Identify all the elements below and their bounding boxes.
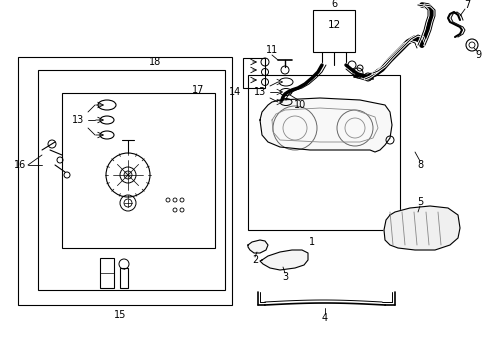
Circle shape	[124, 171, 132, 179]
Text: 5: 5	[416, 197, 422, 207]
Text: 9: 9	[474, 50, 480, 60]
Bar	[243, 58, 264, 88]
Text: 13: 13	[72, 115, 84, 125]
Text: 12: 12	[326, 20, 340, 30]
Text: 15: 15	[114, 310, 126, 320]
Text: 10: 10	[293, 100, 305, 110]
Text: 16: 16	[14, 160, 26, 170]
Text: 11: 11	[265, 45, 278, 55]
Text: 14: 14	[228, 87, 241, 97]
Polygon shape	[260, 250, 307, 270]
Bar	[120, 268, 128, 288]
Bar	[100, 258, 114, 288]
Text: 8: 8	[416, 160, 422, 170]
Text: 17: 17	[191, 85, 204, 95]
Bar	[312, 10, 354, 52]
Polygon shape	[260, 98, 391, 152]
Text: 18: 18	[148, 57, 161, 67]
Bar	[247, 75, 399, 230]
Text: 2: 2	[251, 255, 258, 265]
Bar	[18, 57, 231, 305]
Text: 13: 13	[253, 87, 265, 97]
Polygon shape	[383, 206, 459, 250]
Text: 3: 3	[282, 272, 287, 282]
Text: 7: 7	[463, 0, 469, 10]
Bar	[62, 93, 215, 248]
Text: 4: 4	[321, 313, 327, 323]
Bar	[38, 70, 224, 290]
Text: 1: 1	[308, 237, 314, 247]
Text: 6: 6	[330, 0, 336, 9]
Polygon shape	[247, 240, 267, 253]
